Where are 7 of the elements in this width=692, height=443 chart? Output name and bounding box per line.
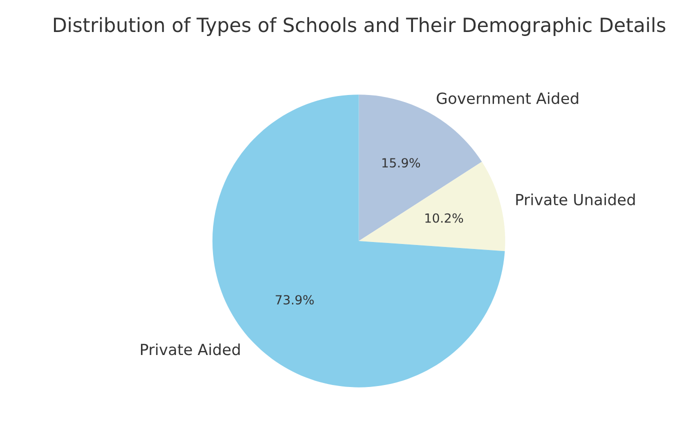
- slice-label: Private Unaided: [516, 194, 635, 206]
- chart-title: Distribution of Types of Schools and Their Demographic Details: [54, 17, 666, 36]
- data-label: 73.9%: [276, 295, 314, 305]
- data-label: 15.9%: [382, 158, 420, 168]
- slice-label: Private Aided: [140, 343, 240, 356]
- slice-label: Government Aided: [436, 92, 578, 104]
- data-label: 10.2%: [425, 213, 464, 223]
